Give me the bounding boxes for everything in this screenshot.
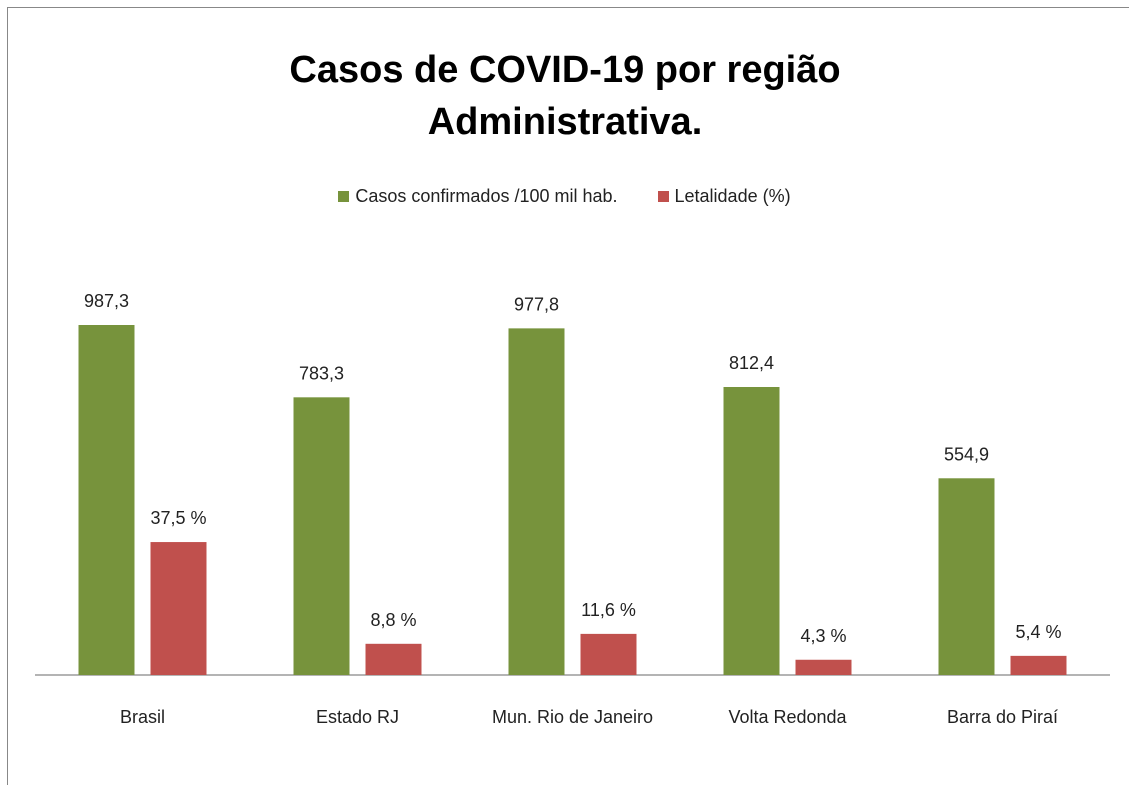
legend-swatch xyxy=(657,191,669,202)
data-label: 8,8 % xyxy=(370,610,416,630)
x-tick-label: Estado RJ xyxy=(315,707,400,727)
data-label: 554,9 xyxy=(944,444,989,464)
legend-label: Casos confirmados /100 mil hab. xyxy=(355,186,618,206)
chart-title: Casos de COVID-19 por região Administrat… xyxy=(289,49,841,143)
bar xyxy=(580,633,637,675)
bar xyxy=(938,478,995,675)
bar xyxy=(365,643,422,675)
data-label: 5,4 % xyxy=(1015,622,1061,642)
data-label: 977,8 xyxy=(514,294,559,314)
bar xyxy=(508,328,565,675)
x-tick-label: Barra do Piraí xyxy=(946,707,1059,727)
bar xyxy=(293,397,350,675)
bar xyxy=(78,325,135,675)
bar xyxy=(150,542,207,675)
data-label: 812,4 xyxy=(729,353,774,373)
legend-swatch xyxy=(338,191,350,202)
x-tick-label: Mun. Rio de Janeiro xyxy=(491,707,654,727)
data-label: 11,6 % xyxy=(581,600,636,620)
bar xyxy=(723,387,780,675)
legend-item: Letalidade (%) xyxy=(657,186,791,207)
legend-item: Casos confirmados /100 mil hab. xyxy=(338,186,618,207)
x-tick-label: Brasil xyxy=(119,707,165,727)
data-label: 987,3 xyxy=(84,291,129,311)
bar xyxy=(795,659,852,675)
legend-label: Letalidade (%) xyxy=(674,186,791,206)
data-label: 4,3 % xyxy=(800,626,846,646)
legend: Casos confirmados /100 mil hab. Letalidad… xyxy=(0,186,1129,207)
chart-frame xyxy=(7,7,1129,785)
data-label: 783,3 xyxy=(299,363,344,383)
bar xyxy=(1010,655,1067,675)
x-tick-label: Volta Redonda xyxy=(728,707,847,727)
data-label: 37,5 % xyxy=(150,508,206,528)
